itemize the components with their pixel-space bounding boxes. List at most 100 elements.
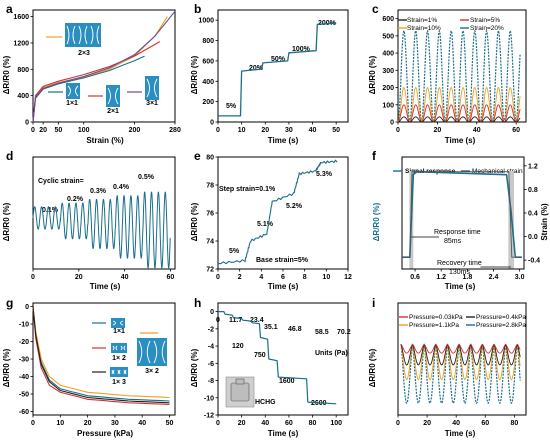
b-xlabel: Time (s)	[268, 136, 299, 145]
x-tick-label-a: 280	[169, 127, 181, 134]
c-series-line-0	[397, 116, 521, 123]
f-recovery-label: Recovery time	[437, 260, 482, 267]
y-tick-label-g: 0	[25, 304, 29, 311]
i-series-line-3	[400, 343, 521, 404]
b-annot-20: 20%	[249, 65, 264, 72]
a-inset-3x1-pattern	[146, 78, 158, 98]
h-weight-icon	[230, 382, 250, 402]
f-ylabel: ΔR/R0 (%)	[372, 202, 381, 241]
x-tick-label-a: 200	[129, 127, 141, 134]
e-annot-53: 5.3%	[316, 171, 333, 178]
x-tick-label-b: 40	[309, 127, 317, 134]
g-inset-3x2-pattern	[153, 340, 166, 364]
x-tick-label-i: 0	[396, 420, 400, 427]
x-tick-label-b: 50	[332, 127, 340, 134]
b-annot-50: 50%	[271, 56, 286, 63]
x-tick-label-h: 0	[216, 420, 220, 427]
x-tick-label-b: 30	[285, 127, 293, 134]
g-series-line-1× 2	[32, 306, 170, 406]
d-xlabel: Time (s)	[90, 282, 121, 291]
d-annot-4: 0.4%	[113, 184, 130, 191]
x-tick-label-a: 100	[78, 127, 90, 134]
y-tick-label-a: 1200	[13, 40, 29, 47]
plot-frame-h	[217, 302, 349, 416]
g-series-line-1× 3	[32, 306, 170, 404]
plot-frame-i	[397, 302, 527, 416]
x-tick-label-g: 30	[111, 420, 119, 427]
y-tick-label-g: -10	[19, 322, 29, 329]
x-tick-label-e: 4	[259, 274, 263, 281]
y-tick-label-right-f: 0.8	[528, 187, 538, 194]
plot-frame-a	[32, 9, 176, 123]
panel-letter-b: b	[194, 2, 201, 16]
x-tick-label-g: 50	[166, 420, 174, 427]
x-tick-label-d: 20	[75, 274, 83, 281]
y-tick-label-h: -2	[208, 326, 214, 333]
a-series-line-1×1	[32, 55, 145, 123]
x-tick-label-i: 20	[423, 420, 431, 427]
c-legend-3: Strain=10%	[407, 25, 441, 32]
h-annot-2600: 2600	[311, 400, 327, 407]
x-tick-label-b: 10	[238, 127, 246, 134]
c-legend-1: Strain=1%	[407, 17, 437, 24]
h-annot-702: 70.2	[337, 329, 351, 336]
y-tick-label-e: 80	[206, 155, 214, 162]
x-tick-label-i: 40	[452, 420, 460, 427]
y-tick-label-c: 500	[382, 33, 394, 40]
f-series-line-0	[402, 170, 522, 258]
x-tick-label-f: 0.6	[410, 274, 420, 281]
plot-frame-c	[397, 9, 527, 123]
y-tick-label-right-f: -0.4	[528, 258, 540, 265]
i-legend-2: Pressure=0.4kPa	[476, 314, 526, 321]
y-tick-label-b: 600	[202, 58, 214, 65]
h-annot-234: 23.4	[250, 317, 264, 324]
a-inset-label-2x1: 2×1	[107, 108, 119, 115]
g-inset-1x2-pattern	[112, 345, 118, 351]
y-tick-label-g: -20	[19, 339, 29, 346]
y-tick-label-right-f: 1.2	[528, 163, 538, 170]
x-tick-label-c: 0	[396, 127, 400, 134]
g-inset-1x3-pattern	[111, 369, 115, 375]
g-inset-label-1x1: 1×1	[113, 328, 125, 335]
x-tick-label-b: 0	[216, 127, 220, 134]
d-cyclic-line	[32, 191, 171, 269]
y-tick-label-e: 76	[206, 211, 214, 218]
y-tick-label-a: 1600	[13, 14, 29, 21]
y-tick-label-a: 800	[17, 67, 29, 74]
h-ylabel: ΔR/R0 (%)	[190, 348, 199, 387]
g-inset-1x3	[110, 367, 128, 377]
x-tick-label-g: 20	[84, 420, 92, 427]
b-ylabel: ΔR/R0 (%)	[190, 55, 199, 94]
a-inset-2x3-pattern	[78, 25, 88, 45]
a-inset-1x1	[66, 83, 80, 99]
x-tick-label-e: 0	[216, 274, 220, 281]
a-inset-1x1-pattern	[67, 85, 79, 97]
i-ylabel: ΔR/R0 (%)	[368, 348, 377, 387]
h-step-line	[218, 311, 337, 405]
a-inset-2x1-pattern	[107, 87, 119, 105]
i-xlabel: Time (s)	[445, 429, 476, 438]
c-legend-2: Strain=5%	[470, 17, 500, 24]
f-series-line-1	[402, 171, 522, 258]
d-annot-3: 0.3%	[90, 188, 107, 195]
panel-letter-c: c	[372, 2, 379, 16]
plot-frame-d	[32, 156, 176, 270]
h-annot-585: 58.5	[315, 329, 329, 336]
e-base-text: Base strain=5%	[256, 257, 309, 264]
a-series-line-3×1	[32, 10, 176, 123]
i-legend-4: Pressure=2.8kPa	[476, 322, 526, 329]
y-tick-label-g: -30	[19, 357, 29, 364]
a-xlabel: Strain (%)	[86, 136, 124, 145]
g-inset-label-1x2: 1× 2	[112, 355, 126, 362]
g-inset-1x3-pattern	[123, 369, 127, 375]
a-inset-label-2x3: 2×3	[78, 50, 90, 57]
f-response-label: Response time	[434, 229, 481, 236]
e-annot-51: 5.1%	[257, 221, 274, 228]
x-tick-label-g: 40	[138, 420, 146, 427]
x-tick-label-f: 2.4	[489, 274, 499, 281]
e-step-text: Step strain=0.1%	[219, 186, 276, 193]
g-inset-1x1	[111, 318, 125, 328]
a-inset-2x3-pattern	[90, 25, 100, 45]
